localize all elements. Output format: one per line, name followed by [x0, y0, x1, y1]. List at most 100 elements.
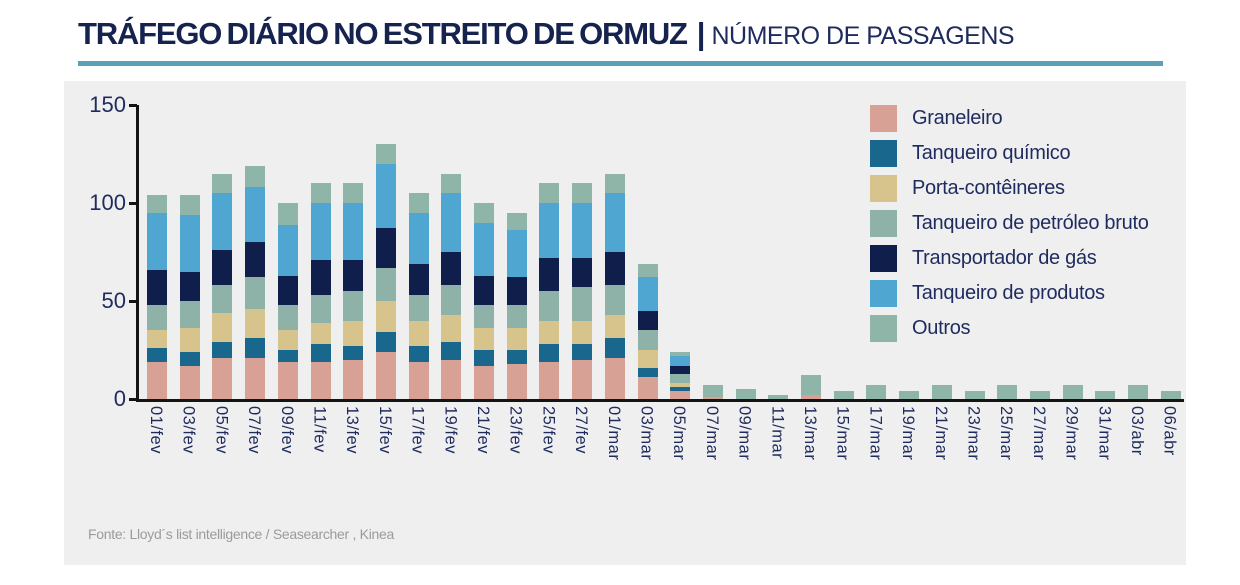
- bar-segment-tanqueiro-de-petr-leo-bruto: [277, 304, 298, 331]
- bar-segment-tanqueiro-de-petr-leo-bruto: [539, 291, 560, 321]
- bar-segment-tanqueiro-de-produtos: [539, 203, 560, 258]
- bar-segment-transportador-de-g-s: [277, 275, 298, 305]
- bar-segment-outros: [833, 391, 854, 399]
- bar-segment-porta-cont-ineres: [506, 328, 527, 350]
- bar-segment-outros: [702, 385, 723, 398]
- x-axis-label: 13/mar: [801, 406, 819, 461]
- legend-item: Outros: [870, 311, 1149, 346]
- bar-segment-outros: [277, 203, 298, 225]
- bar-segment-graneleiro: [245, 357, 266, 399]
- y-axis-label: 0: [113, 386, 126, 411]
- y-axis-label: 150: [89, 92, 126, 117]
- bar-segment-tanqueiro-de-petr-leo-bruto: [506, 304, 527, 329]
- bar-segment-tanqueiro-qu-mico: [637, 367, 658, 378]
- bar-segment-tanqueiro-qu-mico: [147, 348, 167, 362]
- y-axis-tick: [129, 300, 137, 303]
- legend-label: Graneleiro: [912, 107, 1003, 129]
- bar-segment-porta-cont-ineres: [212, 312, 233, 343]
- x-axis-label: 05/mar: [670, 406, 689, 461]
- bar-segment-tanqueiro-de-produtos: [147, 212, 167, 270]
- bar-segment-tanqueiro-de-produtos: [375, 163, 396, 229]
- bar-segment-tanqueiro-de-petr-leo-bruto: [147, 304, 167, 331]
- legend-label: Porta-contêineres: [912, 177, 1065, 199]
- chart-header: TRÁFEGO DIÁRIO NO ESTREITO DE ORMUZ | NÚME…: [0, 0, 1240, 52]
- bar-segment-transportador-de-g-s: [637, 310, 658, 331]
- bar-segment-tanqueiro-qu-mico: [375, 332, 396, 352]
- bar-segment-transportador-de-g-s: [375, 228, 396, 268]
- legend-swatch: [870, 175, 897, 202]
- bar-segment-porta-cont-ineres: [441, 314, 462, 343]
- bar-segment-outros: [768, 395, 789, 399]
- x-axis-label: 01/fev: [147, 406, 165, 454]
- bar-segment-outros: [539, 183, 560, 203]
- bar-segment-graneleiro: [408, 361, 429, 399]
- bar-segment-tanqueiro-qu-mico: [212, 342, 233, 358]
- bar-segment-transportador-de-g-s: [147, 269, 167, 305]
- y-axis-label: 50: [101, 288, 126, 313]
- bar-segment-porta-cont-ineres: [572, 320, 593, 345]
- legend-item: Transportador de gás: [870, 241, 1149, 276]
- legend-swatch: [870, 140, 897, 167]
- bar-segment-tanqueiro-de-produtos: [572, 203, 593, 258]
- bar-segment-porta-cont-ineres: [310, 322, 331, 345]
- bar-segment-tanqueiro-qu-mico: [670, 387, 691, 392]
- bar-segment-porta-cont-ineres: [375, 301, 396, 333]
- bar-segment-tanqueiro-qu-mico: [277, 350, 298, 362]
- bar-segment-transportador-de-g-s: [179, 271, 200, 301]
- title-separator: |: [696, 16, 706, 51]
- x-axis-label: 03/fev: [179, 406, 198, 454]
- bar-segment-tanqueiro-de-produtos: [604, 193, 625, 252]
- bar-segment-tanqueiro-qu-mico: [441, 342, 462, 360]
- bar-segment-porta-cont-ineres: [539, 320, 560, 345]
- legend-label: Tanqueiro químico: [912, 142, 1071, 164]
- x-axis-label: 29/mar: [1062, 406, 1081, 461]
- bar-segment-tanqueiro-de-produtos: [441, 193, 462, 252]
- legend-item: Porta-contêineres: [870, 171, 1149, 206]
- bar-segment-outros: [506, 212, 527, 231]
- bar-segment-graneleiro: [637, 377, 658, 399]
- y-axis-line: [136, 105, 139, 401]
- bar-segment-tanqueiro-de-petr-leo-bruto: [343, 291, 364, 321]
- y-axis-tick: [129, 202, 137, 205]
- x-axis-label: 19/fev: [441, 406, 460, 454]
- bar-segment-transportador-de-g-s: [670, 365, 691, 374]
- bar-segment-porta-cont-ineres: [474, 328, 494, 350]
- bar-segment-graneleiro: [179, 365, 200, 399]
- x-axis-label: 15/fev: [375, 406, 394, 454]
- bar-segment-outros: [1029, 391, 1050, 399]
- bar-segment-graneleiro: [212, 357, 233, 399]
- bar-segment-tanqueiro-de-petr-leo-bruto: [441, 285, 462, 315]
- bar-segment-tanqueiro-qu-mico: [539, 344, 560, 362]
- x-axis-label: 27/fev: [572, 406, 591, 454]
- bar-segment-outros: [997, 385, 1018, 399]
- x-axis-label: 17/mar: [866, 406, 885, 461]
- bar-segment-outros: [1160, 391, 1181, 399]
- x-axis-label: 21/fev: [474, 406, 492, 454]
- bar-segment-tanqueiro-de-petr-leo-bruto: [179, 301, 200, 329]
- bar-segment-transportador-de-g-s: [506, 277, 527, 305]
- bar-segment-outros: [1095, 391, 1116, 399]
- bar-segment-tanqueiro-de-petr-leo-bruto: [245, 277, 266, 309]
- bar-segment-tanqueiro-qu-mico: [343, 346, 364, 360]
- x-axis-label: 11/fev: [310, 406, 329, 453]
- bar-segment-outros: [604, 173, 625, 194]
- bar-segment-tanqueiro-de-petr-leo-bruto: [310, 295, 331, 323]
- bar-segment-tanqueiro-de-petr-leo-bruto: [474, 304, 494, 329]
- x-axis-label: 09/fev: [277, 406, 296, 454]
- bar-segment-outros: [670, 351, 691, 356]
- bar-segment-porta-cont-ineres: [408, 320, 429, 347]
- bar-segment-tanqueiro-de-petr-leo-bruto: [572, 287, 593, 321]
- source-note: Fonte: Lloyd´s list intelligence / Sease…: [88, 526, 394, 542]
- bar-segment-tanqueiro-de-produtos: [310, 203, 331, 260]
- chart-panel: 0 50 100 150 01/fev 03/fev 05/fev 07/fev 09/fev 1…: [64, 81, 1186, 565]
- bar-segment-tanqueiro-qu-mico: [179, 351, 200, 366]
- bar-segment-tanqueiro-de-produtos: [245, 187, 266, 243]
- legend-swatch: [870, 245, 897, 272]
- bar-segment-transportador-de-g-s: [572, 257, 593, 288]
- bar-segment-outros: [474, 203, 494, 223]
- x-axis-label: 23/mar: [964, 406, 983, 461]
- bar-segment-transportador-de-g-s: [310, 259, 331, 296]
- x-axis-line: [136, 399, 1184, 402]
- bar-segment-tanqueiro-de-petr-leo-bruto: [637, 330, 658, 350]
- x-axis-label: 31/mar: [1095, 406, 1114, 461]
